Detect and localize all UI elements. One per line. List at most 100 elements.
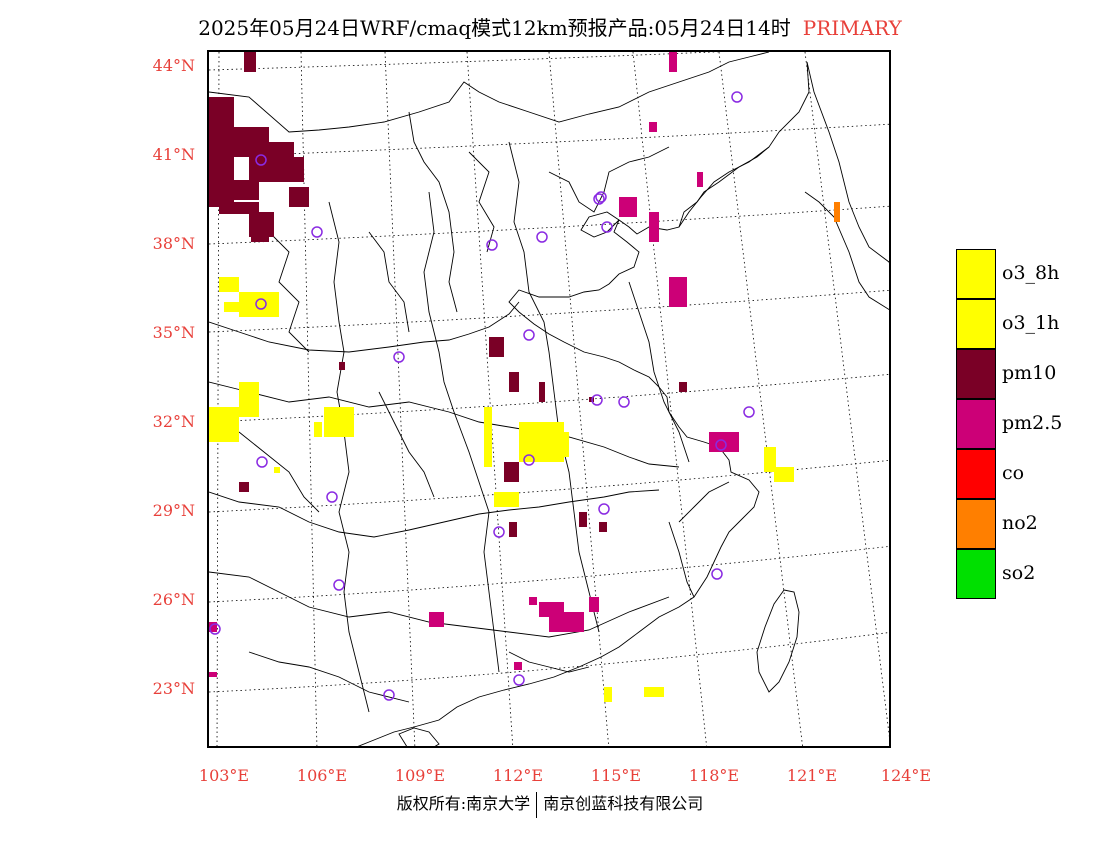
lat-label-29: 29°N <box>152 501 195 520</box>
legend-label-so2: so2 <box>1002 562 1036 584</box>
city-marker <box>256 456 268 468</box>
legend-label-co: co <box>1002 462 1025 484</box>
copyright-left: 版权所有:南京大学 <box>396 794 531 813</box>
pollutant-cell-o3 <box>219 277 239 292</box>
city-marker <box>523 454 535 466</box>
city-marker <box>595 191 607 203</box>
city-marker <box>598 503 610 515</box>
footer-divider <box>536 791 538 818</box>
prov-mixed-4 <box>548 146 670 213</box>
pollutant-cell-pm25 <box>669 277 687 307</box>
primary-tag: PRIMARY <box>802 16 902 40</box>
prov-vert-3 <box>508 141 600 633</box>
korea-border <box>806 61 889 264</box>
prov-mixed-3 <box>468 151 495 253</box>
lon-label-109: 109°E <box>394 766 446 785</box>
boundaries <box>209 52 889 746</box>
prov-mixed-5 <box>238 431 320 513</box>
grid-lon-121 <box>718 52 803 746</box>
pollutant-cell-pm10 <box>234 127 269 157</box>
city-marker <box>486 239 498 251</box>
pollutant-cell-pm10 <box>229 180 259 200</box>
legend-label-o3-8h: o3_8h <box>1002 262 1060 284</box>
pollutant-cell-pm25 <box>697 172 703 187</box>
pollutant-cell-pm10 <box>679 382 687 392</box>
grid-lon-115 <box>548 52 610 746</box>
lon-label-121: 121°E <box>786 766 838 785</box>
lon-label-118: 118°E <box>688 766 740 785</box>
pollutant-cell-o3 <box>224 302 239 312</box>
prov-mixed-6 <box>378 391 435 498</box>
grid-lat-35 <box>209 289 889 333</box>
pollutant-cell-pm10 <box>579 512 587 527</box>
pollutant-cell-pm25 <box>514 662 522 670</box>
city-marker <box>255 298 267 310</box>
city-marker <box>743 406 755 418</box>
pollutant-cell-o3 <box>494 492 519 507</box>
pollutant-cell-pm10 <box>219 202 259 214</box>
city-marker <box>326 491 338 503</box>
prov-line-1 <box>209 301 520 353</box>
pollutant-cell-o3 <box>274 467 280 473</box>
lat-label-35: 35°N <box>152 323 195 342</box>
lon-label-112: 112°E <box>492 766 544 785</box>
pollutant-cell-pm25 <box>529 597 537 605</box>
copyright-right: 南京创蓝科技有限公司 <box>543 794 704 813</box>
pollutant-cell-pm10 <box>289 187 309 207</box>
lon-label-124: 124°E <box>880 766 932 785</box>
map-panel[interactable] <box>207 50 891 748</box>
grid-lon-118 <box>632 52 707 746</box>
prov-mixed-9 <box>668 521 695 598</box>
legend-swatch-no2 <box>956 499 996 549</box>
lat-label-38: 38°N <box>152 234 195 253</box>
taiwan <box>756 589 800 693</box>
pollutant-cell-pm25 <box>209 622 217 632</box>
pollutant-cell-o3 <box>604 687 612 702</box>
legend-swatch-co <box>956 449 996 499</box>
pollutant-cell-o3 <box>239 382 259 417</box>
pollutant-cell-pm10 <box>239 482 249 492</box>
city-marker <box>493 526 505 538</box>
legend-swatch-so2 <box>956 549 996 599</box>
prov-mixed-1 <box>268 231 310 353</box>
coastline <box>357 61 810 746</box>
city-marker <box>591 394 603 406</box>
pollutant-cell-pm10 <box>539 382 545 402</box>
pollutant-cell-o3 <box>209 407 239 442</box>
pollutant-cells <box>209 52 840 702</box>
prov-line-2 <box>209 381 680 468</box>
grid-lat-26 <box>209 546 889 603</box>
legend-label-o3-1h: o3_1h <box>1002 312 1060 334</box>
city-marker <box>523 329 535 341</box>
legend-swatch-o3-8h <box>956 249 996 299</box>
pollutant-cell-o3 <box>314 422 322 437</box>
lon-label-103: 103°E <box>198 766 250 785</box>
grid-lon-109 <box>384 52 416 746</box>
pollutant-cell-o3 <box>534 432 569 457</box>
title-text: 2025年05月24日WRF/cmaq模式12km预报产品:05月24日14时 <box>198 16 791 40</box>
pollutant-cell-pm25 <box>209 672 217 677</box>
pollutant-cell-o3 <box>644 687 664 697</box>
pollutant-cell-pm25 <box>669 52 677 72</box>
pollutant-cell-pm10 <box>244 52 256 72</box>
legend-label-pm25: pm2.5 <box>1002 412 1063 434</box>
pollutant-cell-o3 <box>764 447 776 472</box>
graticule <box>209 52 889 746</box>
pollutant-cell-o3 <box>774 467 794 482</box>
pollutant-cell-pm25 <box>649 212 659 242</box>
lon-label-115: 115°E <box>590 766 642 785</box>
lat-label-44: 44°N <box>152 56 195 75</box>
prov-vert-1 <box>328 201 370 713</box>
city-marker <box>209 623 221 635</box>
grid-lat-32 <box>209 373 889 423</box>
pollutant-cell-pm10 <box>509 522 517 537</box>
legend-label-no2: no2 <box>1002 512 1038 534</box>
city-marker <box>601 221 613 233</box>
grid-lon-124 <box>804 52 889 738</box>
city-marker <box>593 193 605 205</box>
pollutant-cell-pm10 <box>489 337 504 357</box>
city-marker <box>711 568 723 580</box>
pollutant-cell-o3 <box>484 407 492 467</box>
lat-label-41: 41°N <box>152 145 195 164</box>
copyright-footer: 版权所有:南京大学 南京创蓝科技有限公司 <box>0 790 1100 818</box>
